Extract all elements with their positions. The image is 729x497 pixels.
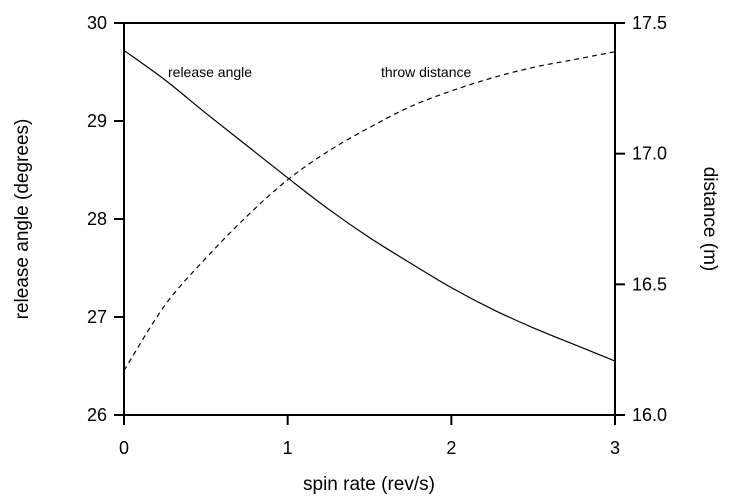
x-tick-label: 3 [610,438,620,458]
plot-frame [123,22,616,416]
left-y-axis-label: release angle (degrees) [12,119,33,320]
axes [123,22,616,416]
left-axis-ticks: 26 27 28 29 30 [87,13,124,425]
throw-distance-annotation: throw distance [381,64,471,80]
left-tick-label: 26 [87,405,107,425]
left-tick-label: 30 [87,13,107,33]
x-axis-ticks: 0 1 2 3 [119,415,620,458]
right-tick-label: 16.0 [632,405,667,425]
right-axis-ticks: 16.0 16.5 17.0 17.5 [615,13,667,425]
throw-distance-line [123,51,616,371]
x-axis-label: spin rate (rev/s) [303,474,435,495]
release-angle-annotation: release angle [168,64,252,80]
release-angle-line [123,49,616,362]
right-y-axis-label: distance (m) [699,167,720,272]
right-tick-label: 16.5 [632,274,667,294]
plot-lines [123,49,616,371]
x-tick-label: 2 [446,438,456,458]
left-tick-label: 27 [87,307,107,327]
x-tick-label: 0 [119,438,129,458]
right-tick-label: 17.5 [632,13,667,33]
right-tick-label: 17.0 [632,144,667,164]
left-tick-label: 29 [87,111,107,131]
x-tick-label: 1 [283,438,293,458]
left-tick-label: 28 [87,209,107,229]
